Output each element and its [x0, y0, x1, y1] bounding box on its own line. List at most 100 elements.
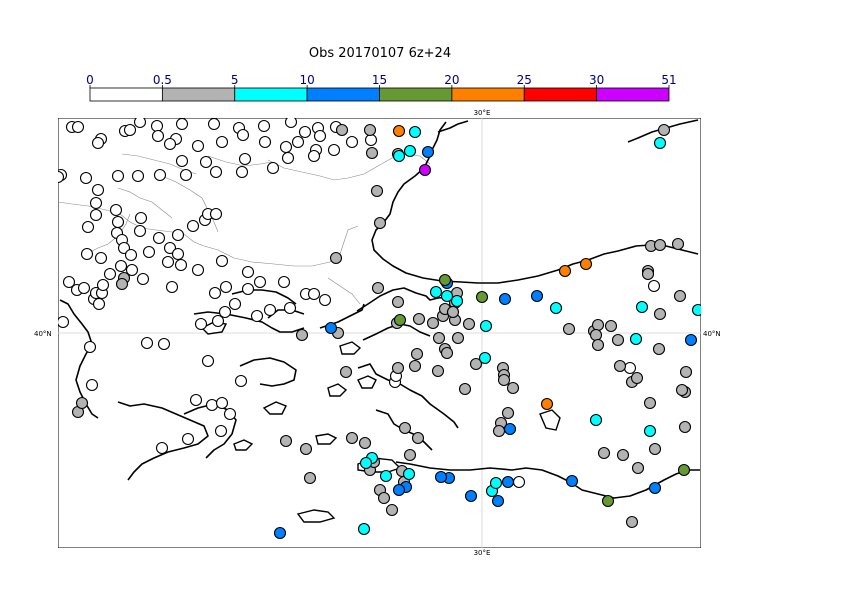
- station-gray-28: [630, 371, 644, 385]
- station-white-23: [163, 137, 177, 151]
- station-blue-4: [530, 289, 544, 303]
- station-gray-69: [345, 431, 359, 445]
- station-white-92: [263, 303, 277, 317]
- station-white-61: [209, 207, 223, 221]
- colorbar-box-2: [234, 87, 308, 102]
- station-white-114: [214, 424, 228, 438]
- station-white-22: [151, 129, 165, 143]
- station-white-8: [284, 118, 298, 129]
- lon-label-top: 30°E: [474, 109, 491, 117]
- station-gray-12: [462, 317, 476, 331]
- station-cyan-7: [479, 319, 493, 333]
- station-white-106: [201, 354, 215, 368]
- station-blue-6: [503, 422, 517, 436]
- station-blue-10: [565, 474, 579, 488]
- colorbar-box-6: [523, 87, 598, 102]
- station-white-91: [228, 297, 242, 311]
- island-7: [339, 341, 362, 355]
- station-white-48: [81, 220, 95, 234]
- station-blue-3: [498, 292, 512, 306]
- station-white-112: [181, 432, 195, 446]
- station-cyan-13: [589, 413, 603, 427]
- station-white-54: [134, 211, 148, 225]
- station-gray-75: [403, 448, 417, 462]
- station-gray-22: [591, 318, 605, 332]
- station-cyan-11: [691, 303, 701, 317]
- lat-label-left: 40°N: [34, 330, 52, 338]
- station-green-0: [438, 273, 452, 287]
- station-cyan-4: [429, 285, 443, 299]
- coastline-11: [183, 403, 237, 459]
- station-gray-16: [469, 357, 483, 371]
- station-white-62: [142, 245, 156, 259]
- station-gray-86: [358, 436, 372, 450]
- island-3: [262, 401, 287, 415]
- station-cyan-18: [489, 476, 503, 490]
- station-white-76: [241, 265, 255, 279]
- station-cyan-5: [440, 289, 454, 303]
- station-white-58: [186, 219, 200, 233]
- island-5: [539, 409, 561, 431]
- station-gray-20: [562, 322, 576, 336]
- station-blue-15: [491, 494, 505, 508]
- station-white-74: [191, 263, 205, 277]
- station-white-35: [266, 161, 280, 175]
- station-white-39: [153, 168, 167, 182]
- station-white-87: [96, 278, 110, 292]
- island-9: [327, 383, 348, 397]
- station-blue-14: [392, 483, 406, 497]
- station-gray-46: [653, 238, 667, 252]
- station-white-41: [111, 169, 125, 183]
- station-white-68: [125, 263, 139, 277]
- lat-label-right: 40°N: [703, 330, 721, 338]
- station-gray-54: [675, 383, 689, 397]
- station-blue-1: [324, 321, 338, 335]
- station-white-24: [191, 139, 205, 153]
- station-gray-38: [410, 347, 424, 361]
- station-gray-76: [411, 431, 425, 445]
- border-1: [85, 213, 131, 255]
- station-cyan-12: [629, 332, 643, 346]
- station-blue-7: [464, 489, 478, 503]
- station-cyan-3: [653, 136, 667, 150]
- station-gray-34: [492, 424, 506, 438]
- station-gray-49: [643, 396, 657, 410]
- station-white-37: [209, 165, 223, 179]
- border-3: [161, 175, 219, 233]
- station-white-66: [103, 267, 117, 281]
- station-gray-63: [339, 365, 353, 379]
- island-4: [315, 433, 338, 445]
- station-gray-57: [671, 237, 685, 251]
- colorbar-box-3: [306, 87, 380, 102]
- colorbar-tick-label-1: 0.5: [153, 73, 172, 87]
- station-white-109: [205, 398, 219, 412]
- station-white-13: [313, 129, 327, 143]
- station-white-55: [133, 224, 147, 238]
- coastline-8: [395, 461, 700, 499]
- station-gray-53: [648, 442, 662, 456]
- station-cyan-14: [643, 424, 657, 438]
- station-white-88: [208, 286, 222, 300]
- station-gray-5: [373, 216, 387, 230]
- station-orange-2: [579, 257, 593, 271]
- station-white-90: [241, 282, 255, 296]
- station-cyan-6: [450, 294, 464, 308]
- colorbar-box-7: [596, 87, 670, 102]
- station-gray-62: [115, 277, 129, 291]
- station-white-71: [171, 247, 185, 261]
- station-white-3: [150, 119, 164, 133]
- station-gray-64: [295, 328, 309, 342]
- station-blue-16: [501, 475, 515, 489]
- station-white-1: [71, 120, 85, 134]
- station-green-2: [475, 290, 489, 304]
- station-white-16: [364, 133, 378, 147]
- station-blue-13: [434, 470, 448, 484]
- station-white-108: [189, 393, 203, 407]
- station-cyan-2: [403, 144, 417, 158]
- station-gray-14: [391, 361, 405, 375]
- station-white-20: [123, 123, 137, 137]
- station-gray-39: [408, 359, 422, 373]
- coastline-6: [357, 363, 459, 429]
- station-white-50: [111, 215, 125, 229]
- station-blue-12: [273, 526, 287, 540]
